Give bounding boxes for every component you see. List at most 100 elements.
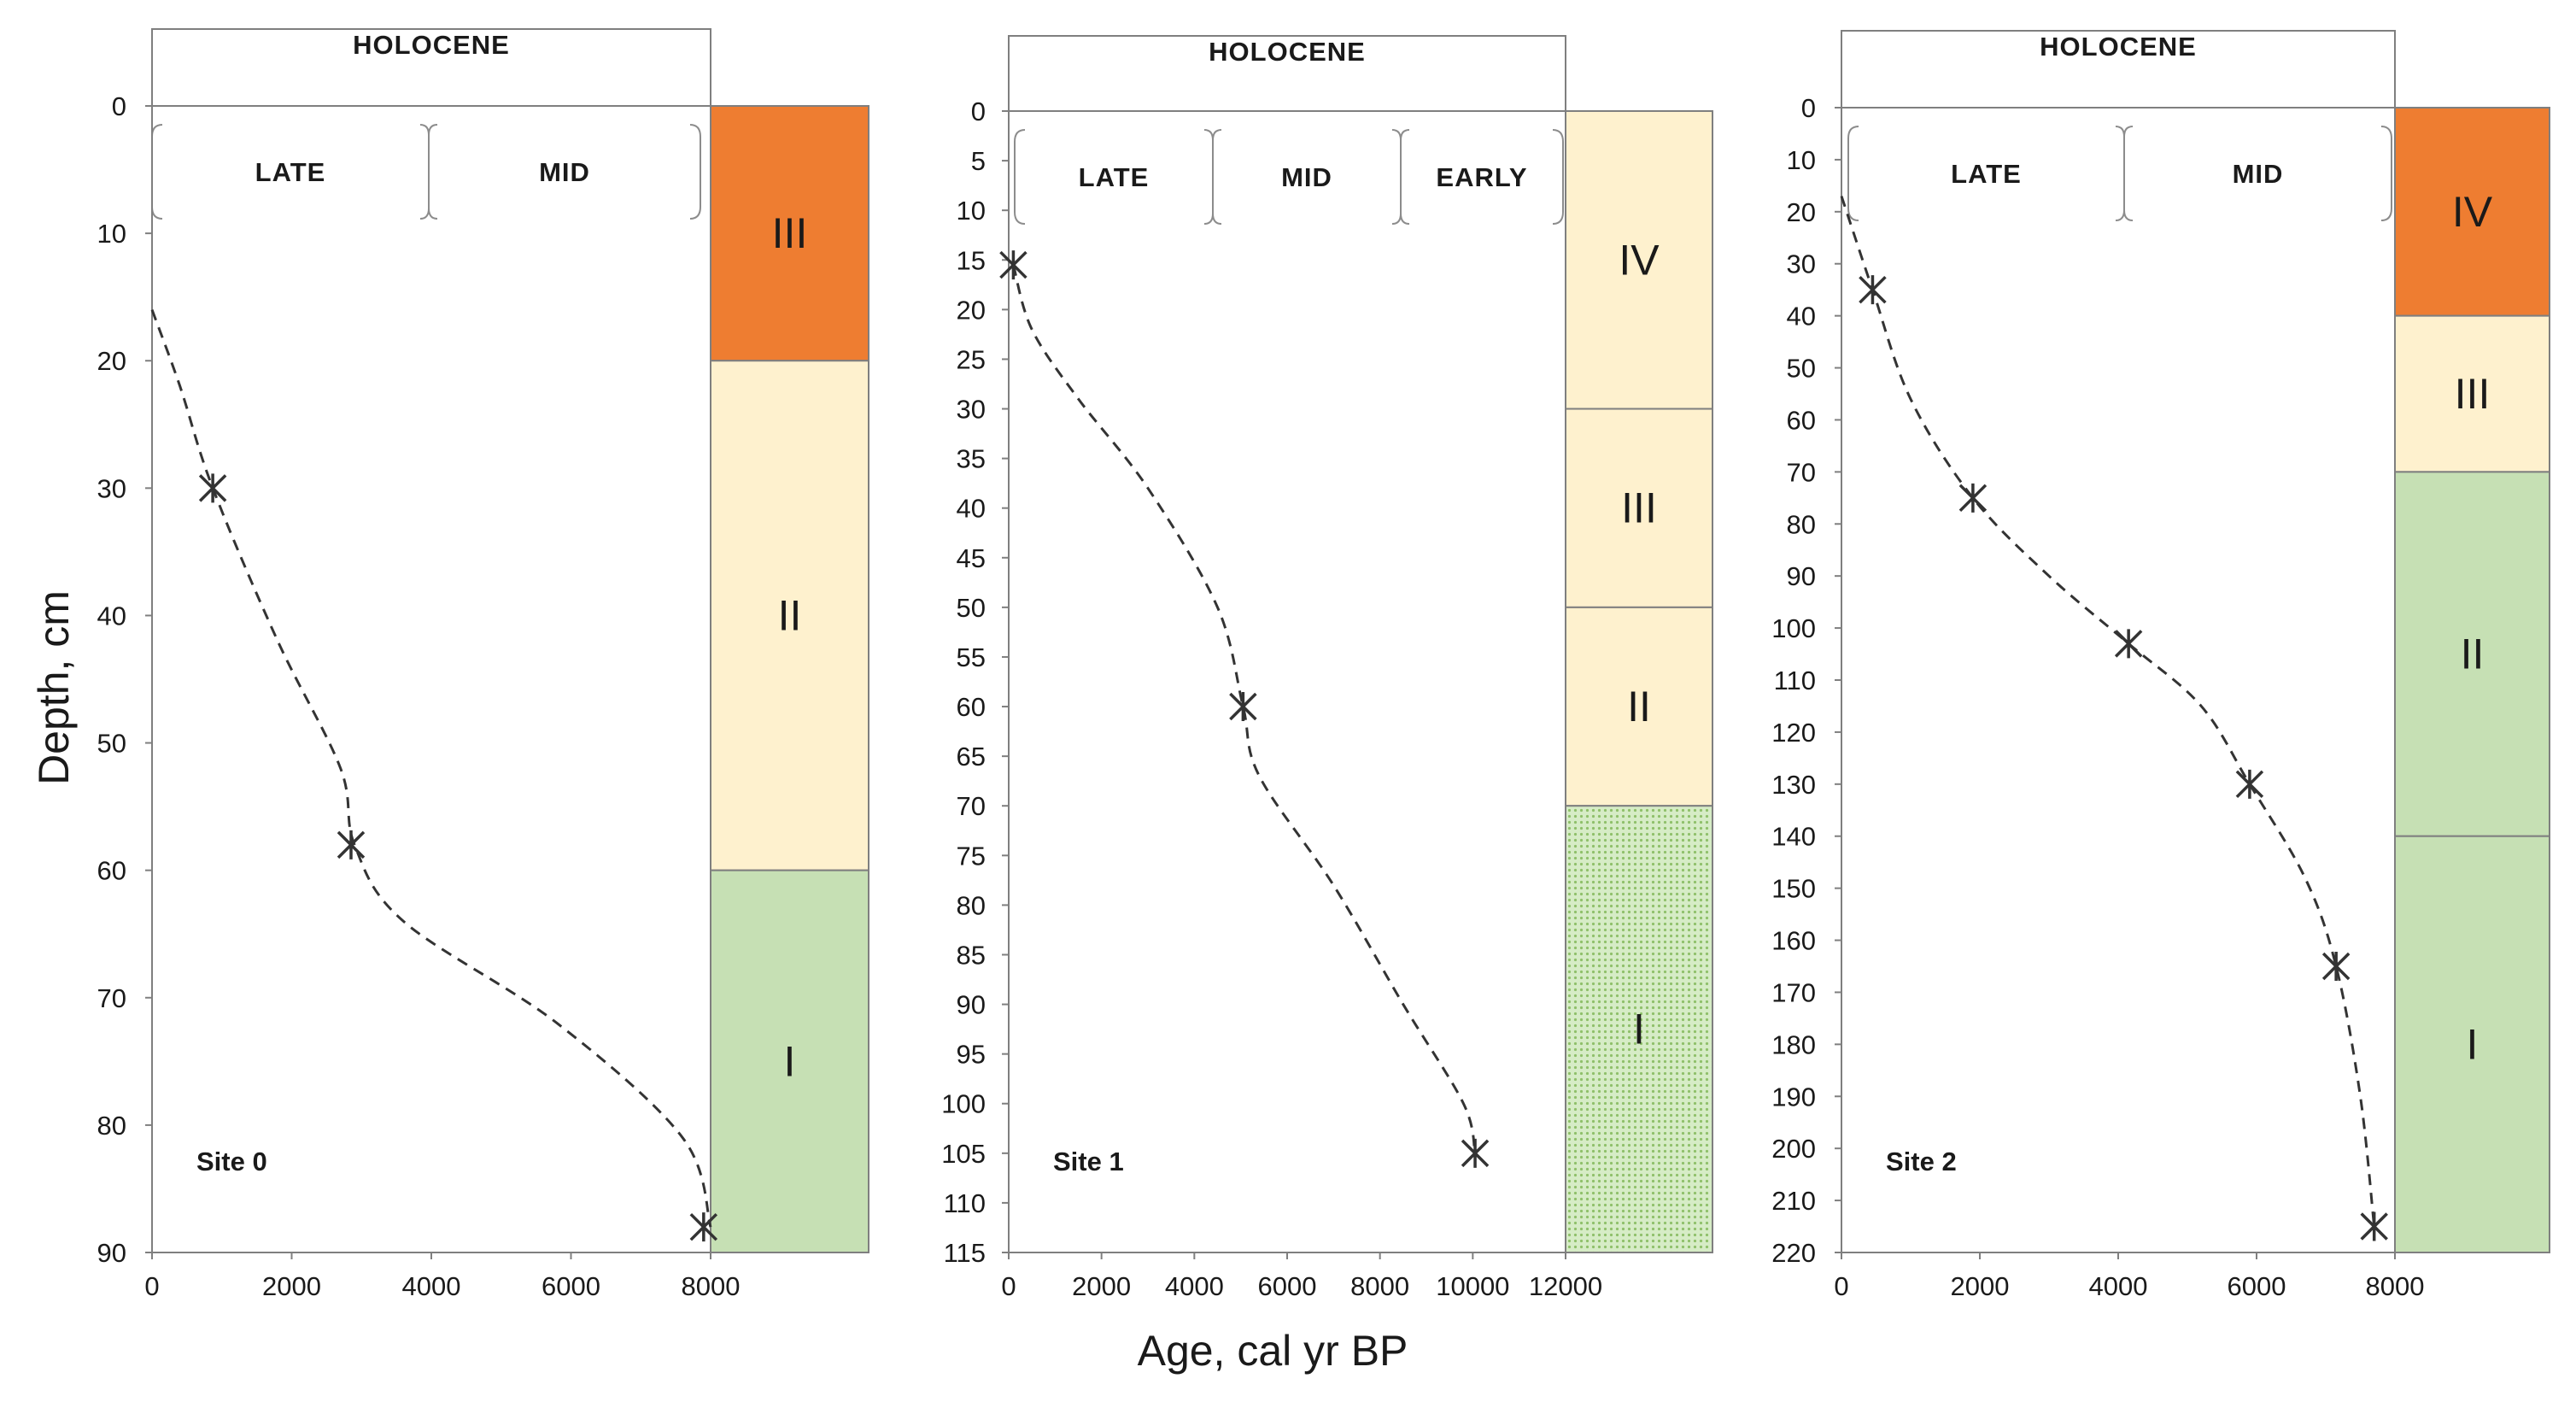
y-tick-label: 60 xyxy=(1787,405,1816,435)
x-tick-label: 0 xyxy=(1834,1271,1848,1301)
period-label: MID xyxy=(1281,162,1332,192)
y-tick-label: 40 xyxy=(1787,302,1816,331)
y-tick-label: 110 xyxy=(944,1188,986,1218)
y-tick-label: 0 xyxy=(1801,93,1816,123)
date-point-marker xyxy=(1859,275,1887,305)
y-tick-label: 130 xyxy=(1771,770,1816,800)
y-tick-label: 50 xyxy=(1787,354,1816,384)
period-label: LATE xyxy=(1079,162,1150,192)
zone-block xyxy=(2394,107,2550,317)
y-tick-label: 100 xyxy=(941,1089,986,1119)
y-tick-label: 190 xyxy=(1771,1082,1816,1112)
y-tick-label: 60 xyxy=(957,692,986,722)
y-tick-label: 30 xyxy=(1787,249,1816,279)
y-tick-label: 210 xyxy=(1771,1186,1816,1216)
zone-block xyxy=(710,869,869,1254)
age-depth-curve xyxy=(150,309,712,1228)
y-tick-label: 115 xyxy=(944,1238,986,1268)
period-brace xyxy=(419,124,438,220)
period-brace xyxy=(1203,129,1222,225)
date-point-marker xyxy=(689,1212,718,1242)
period-label: MID xyxy=(2233,159,2284,189)
zone-block xyxy=(710,360,869,871)
zone-block xyxy=(2394,471,2550,837)
x-tick-label: 8000 xyxy=(2366,1271,2425,1301)
zone-block xyxy=(1565,408,1713,608)
zone-block xyxy=(2394,835,2550,1254)
date-point-marker xyxy=(2321,952,2351,981)
period-label: EARLY xyxy=(1436,162,1527,192)
y-tick-label: 220 xyxy=(1771,1238,1816,1268)
y-tick-label: 80 xyxy=(97,1111,126,1141)
x-tick-label: 10000 xyxy=(1436,1271,1509,1301)
zone-label: III xyxy=(772,209,808,257)
y-tick-label: 90 xyxy=(97,1238,126,1268)
y-tick-label: 5 xyxy=(971,146,986,176)
y-tick-label: 140 xyxy=(1771,822,1816,852)
date-point-marker xyxy=(2114,629,2143,659)
y-tick-label: 90 xyxy=(957,990,986,1020)
period-brace xyxy=(1391,129,1410,225)
date-point-marker xyxy=(1229,692,1257,722)
y-tick-label: 55 xyxy=(957,642,986,672)
x-tick-label: 4000 xyxy=(1165,1271,1224,1301)
y-tick-label: 15 xyxy=(957,245,986,275)
y-tick-label: 25 xyxy=(957,344,986,374)
y-tick-label: 10 xyxy=(957,196,986,226)
y-tick-label: 0 xyxy=(112,91,126,121)
y-tick-label: 40 xyxy=(97,601,126,631)
period-label: LATE xyxy=(1951,159,2022,189)
x-tick-label: 8000 xyxy=(1350,1271,1409,1301)
period-brace xyxy=(2380,126,2392,221)
zone-label: II xyxy=(1627,683,1651,730)
zone-label: I xyxy=(2467,1020,2479,1068)
x-tick-label: 12000 xyxy=(1529,1271,1602,1301)
epoch-label: HOLOCENE xyxy=(353,30,510,60)
zone-block xyxy=(1565,110,1713,410)
period-brace xyxy=(1014,129,1026,225)
y-tick-label: 80 xyxy=(1787,509,1816,539)
period-brace xyxy=(151,124,163,220)
zone-label: IV xyxy=(1619,236,1660,284)
y-tick-label: 100 xyxy=(1771,613,1816,643)
x-tick-label: 0 xyxy=(144,1271,159,1301)
zone-label: IV xyxy=(2452,188,2493,236)
y-tick-label: 10 xyxy=(1787,145,1816,175)
date-point-marker xyxy=(2235,769,2264,799)
y-tick-label: 10 xyxy=(97,219,126,249)
y-tick-label: 35 xyxy=(957,444,986,474)
y-tick-label: 60 xyxy=(97,856,126,886)
zone-label: I xyxy=(784,1037,796,1085)
y-tick-label: 110 xyxy=(1774,666,1816,695)
x-tick-label: 6000 xyxy=(2228,1271,2286,1301)
x-tick-label: 6000 xyxy=(1258,1271,1317,1301)
date-point-marker xyxy=(2360,1211,2388,1241)
y-tick-label: 75 xyxy=(957,841,986,871)
y-tick-label: 90 xyxy=(1787,561,1816,591)
x-axis-label: Age, cal yr BP xyxy=(1138,1327,1408,1375)
zone-block xyxy=(710,105,869,362)
y-tick-label: 40 xyxy=(957,494,986,524)
zone-label: I xyxy=(1633,1006,1645,1053)
x-tick-label: 2000 xyxy=(262,1271,321,1301)
y-tick-label: 30 xyxy=(97,473,126,503)
y-axis-label: Depth, cm xyxy=(30,590,78,785)
date-point-marker xyxy=(1461,1138,1490,1168)
zone-label: III xyxy=(2455,370,2491,418)
y-tick-label: 150 xyxy=(1771,874,1816,904)
y-tick-label: 30 xyxy=(957,395,986,425)
x-tick-label: 4000 xyxy=(402,1271,461,1301)
y-tick-label: 20 xyxy=(97,346,126,376)
x-tick-label: 6000 xyxy=(542,1271,600,1301)
epoch-label: HOLOCENE xyxy=(1209,37,1366,67)
age-depth-curve xyxy=(1840,196,2376,1227)
period-brace xyxy=(1847,126,1859,221)
zone-label: III xyxy=(1621,484,1657,532)
epoch-header-box xyxy=(1841,30,2396,109)
y-tick-label: 20 xyxy=(957,295,986,325)
zone-label: II xyxy=(2461,631,2485,678)
